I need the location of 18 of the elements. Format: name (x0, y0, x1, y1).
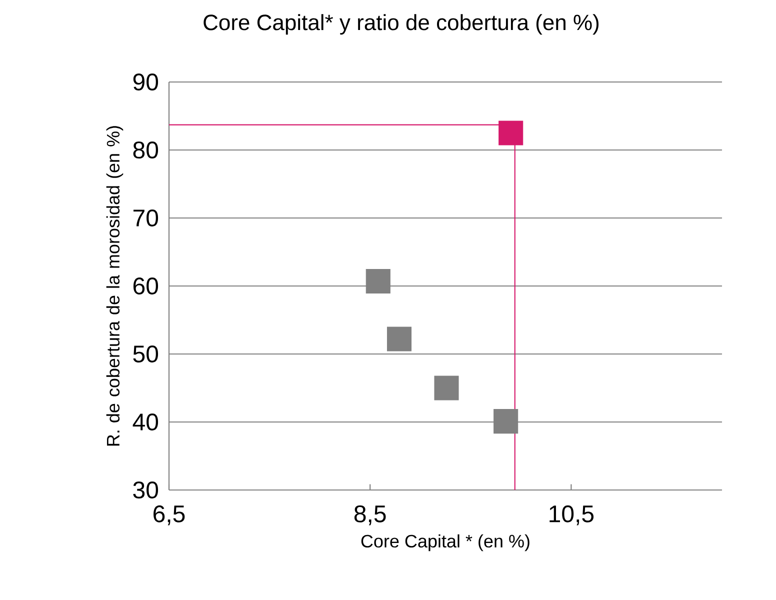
y-tick-label: 80 (133, 141, 158, 158)
x-tick-label: 10,5 (550, 505, 594, 526)
chart-title: Core Capital* y ratio de cobertura (en %) (204, 14, 598, 35)
y-tick-label: 60 (133, 277, 158, 294)
y-tick-label: 30 (133, 481, 158, 498)
y-tick-label: 70 (134, 209, 158, 226)
point (494, 409, 518, 434)
y-tick-label: 40 (132, 413, 158, 430)
point (366, 268, 390, 294)
y-axis-title: R. de cobertura de la morosidad (en %) (106, 126, 124, 446)
point (386, 326, 412, 352)
point (434, 376, 459, 400)
x-axis-title: Core Capital * (en %) (361, 534, 530, 552)
point (498, 120, 524, 146)
x-tick-label: 6,5 (154, 505, 185, 526)
x-tick-label: 8,5 (354, 505, 386, 526)
y-tick-label: 90 (133, 73, 158, 90)
y-tick-label: 50 (133, 345, 158, 362)
